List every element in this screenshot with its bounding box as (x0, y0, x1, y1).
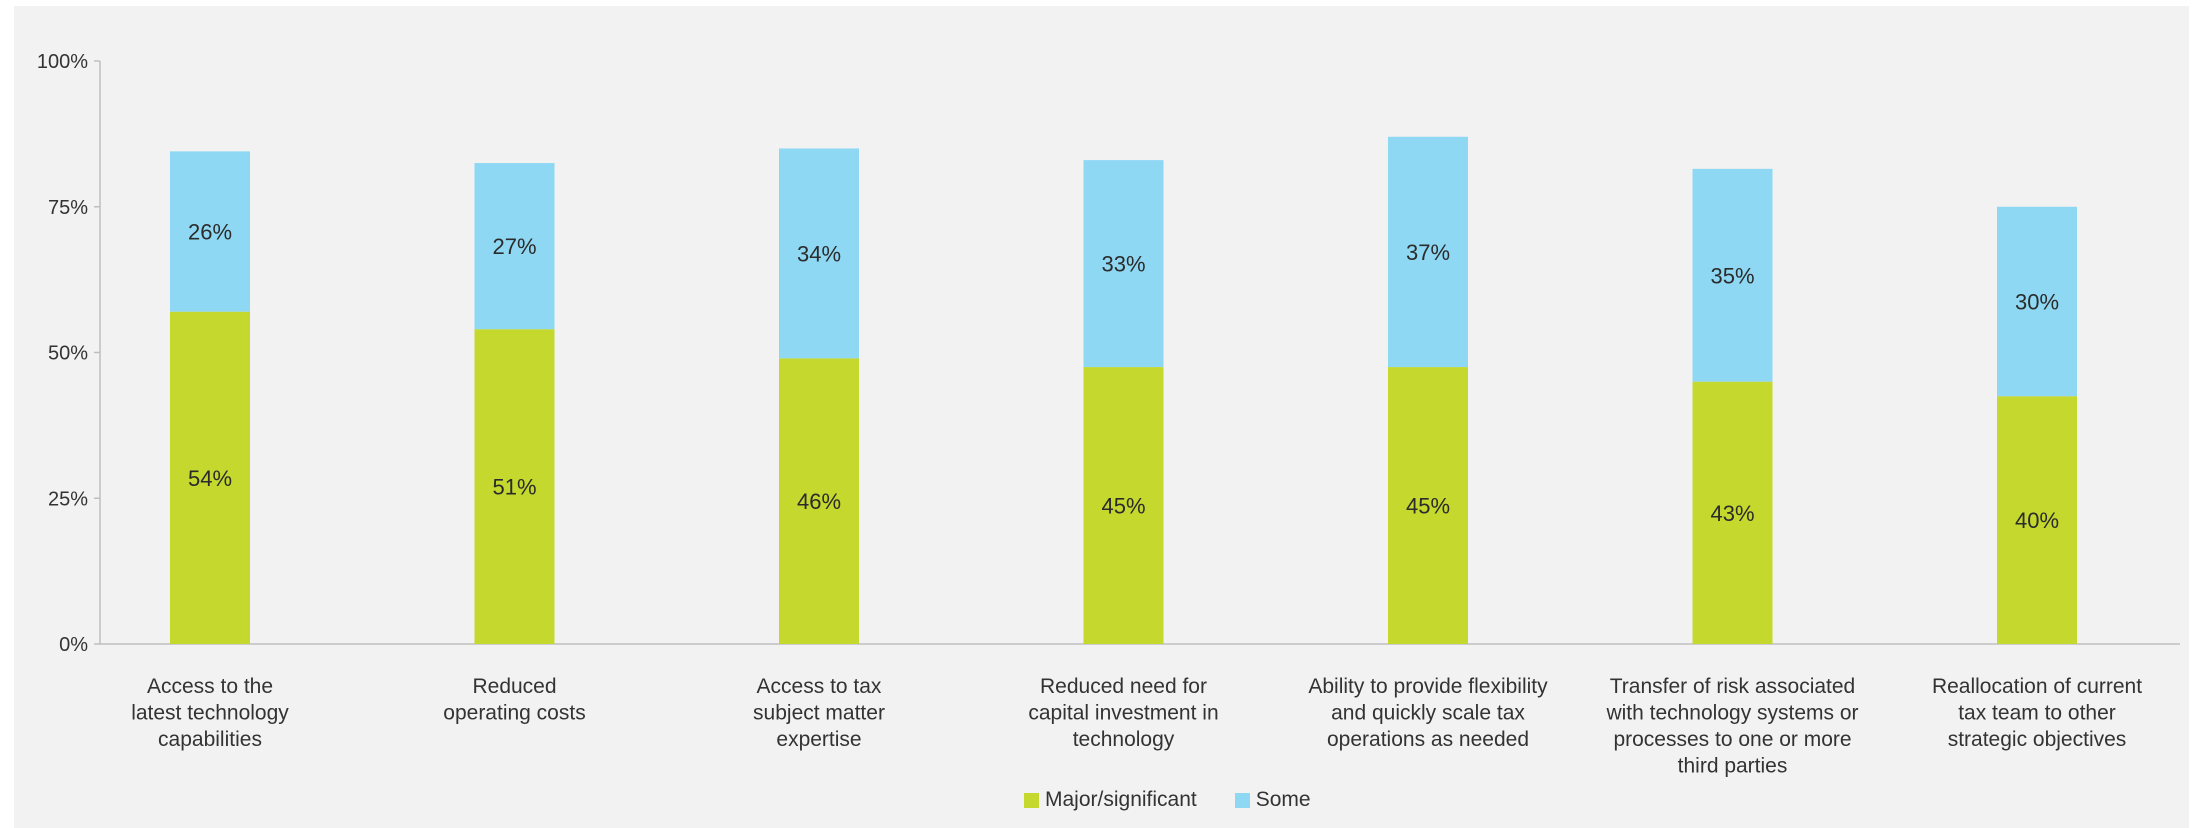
bar-segment-some (1692, 168, 1773, 382)
bar-segment-major (170, 311, 250, 644)
bar-segment-some (170, 151, 250, 312)
bar-segment-major (1997, 396, 2077, 644)
legend-item-major: Major/significant (1024, 788, 1197, 812)
y-tick-label: 25% (48, 488, 88, 510)
data-label: 26% (188, 220, 232, 245)
data-label: 33% (1101, 252, 1145, 277)
x-axis-labels: Access to the latest technology capabiliti… (131, 675, 2142, 778)
category-label: Reduced operating costs (443, 675, 585, 725)
category-label: Reallocation of current tax team to other… (1932, 675, 2142, 751)
bar-segment-major (1692, 381, 1773, 644)
bar-segment-some (1388, 136, 1468, 368)
legend-label-major: Major/significant (1045, 788, 1197, 811)
data-label: 35% (1710, 263, 1754, 288)
bar-segment-some (474, 163, 555, 330)
bar-segment-major (779, 358, 859, 644)
data-label: 43% (1710, 501, 1754, 526)
data-label: 54% (188, 466, 232, 491)
bar-segment-some (779, 148, 859, 359)
y-tick-label: 50% (48, 343, 88, 365)
data-label: 34% (797, 241, 841, 266)
data-label: 27% (492, 234, 536, 259)
category-label: Access to tax subject matter expertise (753, 675, 885, 751)
bar-segment-major (1388, 367, 1468, 644)
data-label: 45% (1101, 494, 1145, 519)
category-label: Transfer of risk associated with technolo… (1605, 675, 1858, 778)
category-label: Access to the latest technology capabiliti… (131, 675, 289, 751)
legend-label-some: Some (1255, 788, 1311, 811)
legend-swatch-major (1024, 792, 1039, 808)
data-label: 40% (2015, 508, 2059, 533)
y-tick-label: 100% (37, 51, 88, 73)
data-label: 46% (797, 489, 841, 514)
y-tick-label: 75% (48, 197, 88, 219)
y-tick-label: 0% (59, 634, 88, 656)
legend-swatch-some (1234, 792, 1250, 808)
category-label: Ability to provide flexibility and quickl… (1308, 675, 1548, 751)
bar-segment-some (1083, 160, 1164, 368)
bars: 54% 26% 51% 27% 46% 34% 45% 33% 45% 37% 43% 35% 40% 3… (170, 136, 2077, 644)
bar-segment-some (1997, 206, 2077, 397)
bar-segment-major (474, 329, 555, 644)
data-label: 45% (1406, 494, 1450, 519)
category-label: Reduced need for capital investment in tec… (1028, 675, 1218, 751)
legend-item-some: Some (1234, 788, 1311, 812)
legend: Major/significant Some (1024, 788, 1311, 812)
data-label: 37% (1406, 240, 1450, 265)
data-label: 30% (2015, 289, 2059, 314)
bar-segment-major (1083, 367, 1164, 644)
data-label: 51% (492, 475, 536, 500)
